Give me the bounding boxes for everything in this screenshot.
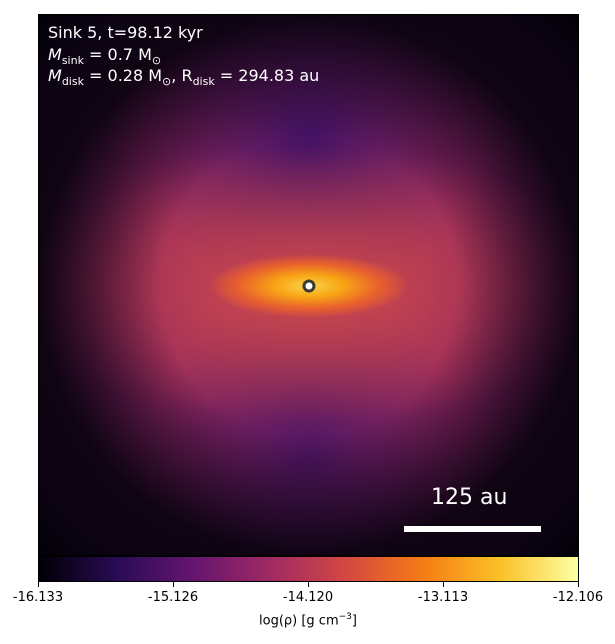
colorbar-tick-label: -14.120: [282, 590, 334, 605]
colorbar-tick-label: -16.133: [12, 590, 64, 605]
colorbar-tick-label: -15.126: [147, 590, 199, 605]
colorbar-tick: [173, 582, 174, 587]
colorbar-tick: [308, 582, 309, 587]
colorbar-tick: [443, 582, 444, 587]
sink-mass-label: Msink = 0.7 M⊙: [48, 45, 162, 68]
scale-bar-label: 125 au: [431, 485, 508, 510]
colorbar-tick-label: -12.106: [552, 590, 604, 605]
disk-properties-label: Mdisk = 0.28 M⊙, Rdisk = 294.83 au: [48, 66, 320, 89]
colorbar: [38, 556, 579, 582]
density-map: [39, 15, 578, 555]
scale-bar: [404, 526, 541, 532]
colorbar-tick: [38, 582, 39, 587]
colorbar-axis-label: log(ρ) [g cm−3]: [259, 612, 357, 629]
colorbar-tick-label: -13.113: [417, 590, 469, 605]
sink-marker: [302, 279, 316, 293]
colorbar-tick: [578, 582, 579, 587]
density-map-panel: Sink 5, t=98.12 kyr Msink = 0.7 M⊙ Mdisk…: [38, 14, 579, 556]
sink-time-label: Sink 5, t=98.12 kyr: [48, 23, 203, 42]
